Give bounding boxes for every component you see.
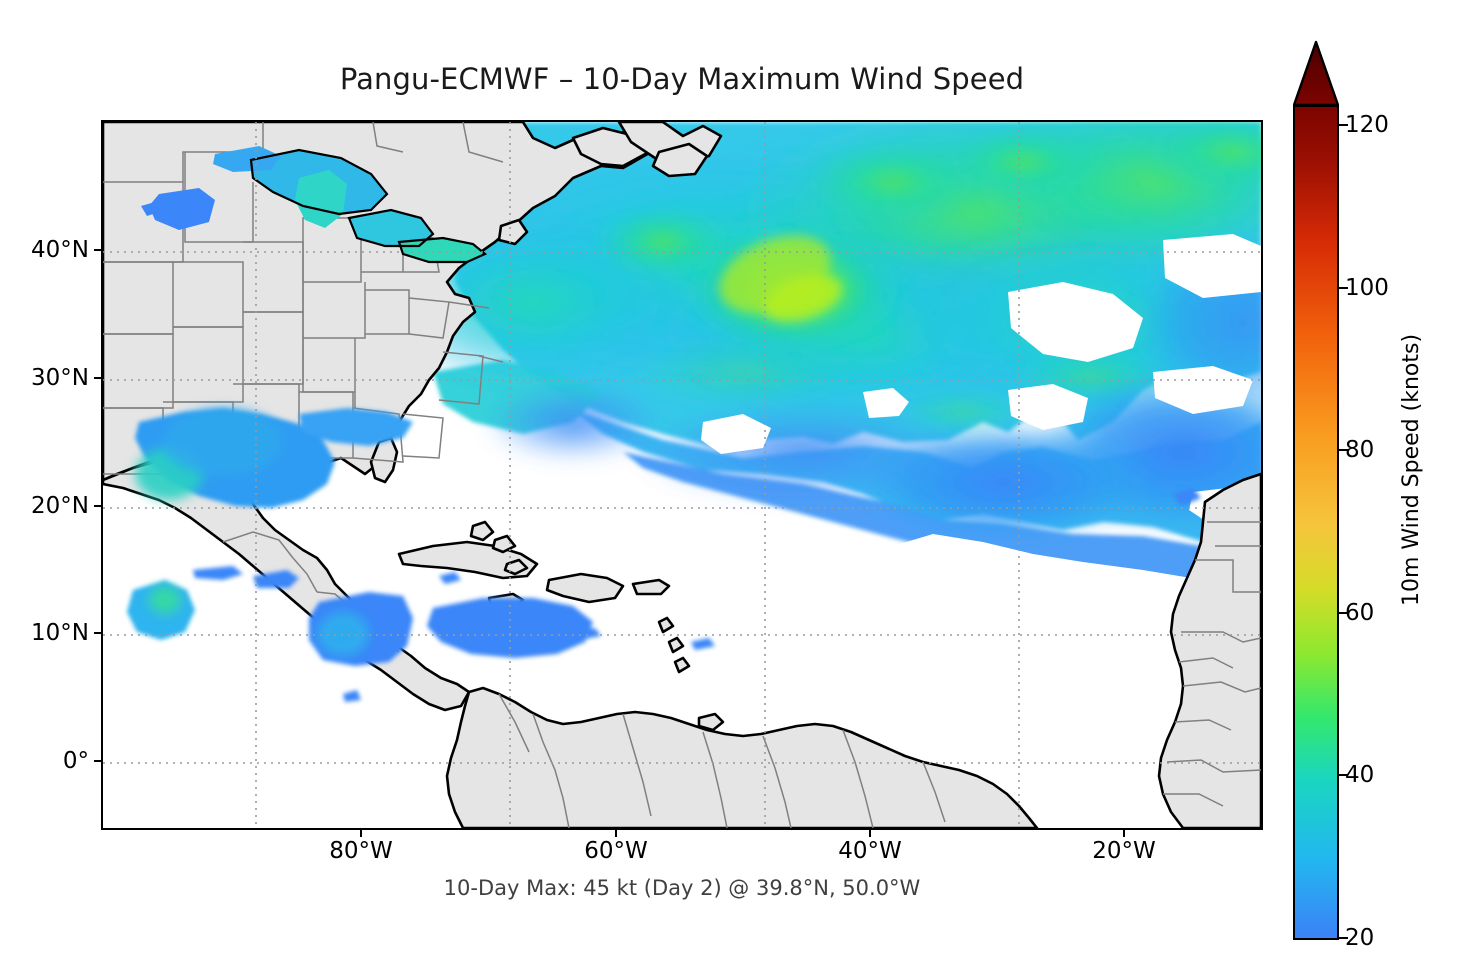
gridlines (103, 122, 1261, 828)
colorbar[interactable]: 120 100 80 60 40 20 (1293, 20, 1389, 951)
xtick-mark-20w (1123, 830, 1125, 837)
ytick-label-10n: 10°N (31, 620, 89, 646)
ytick-mark-10n (94, 632, 101, 634)
cbtick-label-20: 20 (1345, 925, 1375, 951)
xtick-label-20w: 20°W (1092, 838, 1156, 864)
ytick-label-0: 0° (62, 748, 89, 774)
cbtick-label-120: 120 (1345, 112, 1389, 138)
cbtick-mark-80 (1339, 449, 1348, 451)
cbtick-mark-40 (1339, 774, 1348, 776)
colorbar-extend-max-arrow (1293, 40, 1339, 107)
map-clip (103, 122, 1261, 828)
cbtick-label-80: 80 (1345, 437, 1375, 463)
inland-wind-patches (141, 188, 215, 230)
cbtick-label-40: 40 (1345, 762, 1375, 788)
map-axes[interactable] (101, 120, 1263, 830)
cbtick-mark-100 (1339, 287, 1348, 289)
xtick-mark-80w (360, 830, 362, 837)
xtick-label-80w: 80°W (329, 838, 393, 864)
ytick-label-20n: 20°N (31, 493, 89, 519)
ytick-mark-30n (94, 377, 101, 379)
cbtick-label-60: 60 (1345, 600, 1375, 626)
cbtick-mark-60 (1339, 612, 1348, 614)
max-wind-core (683, 228, 903, 352)
colorbar-gradient (1293, 105, 1339, 940)
ytick-mark-40n (94, 249, 101, 251)
colorbar-axis-label: 10m Wind Speed (knots) (1399, 333, 1424, 607)
xtick-label-40w: 40°W (838, 838, 902, 864)
map-plot (103, 122, 1261, 828)
chart-subtitle: 10-Day Max: 45 kt (Day 2) @ 39.8°N, 50.0… (443, 876, 921, 900)
cbtick-mark-120 (1339, 124, 1348, 126)
chart-title: Pangu-ECMWF – 10-Day Maximum Wind Speed (339, 62, 1025, 96)
xtick-mark-40w (869, 830, 871, 837)
regional-wind-patches (127, 408, 1201, 702)
cbtick-label-100: 100 (1345, 275, 1389, 301)
below-threshold-mask (103, 234, 1261, 828)
xtick-mark-60w (615, 830, 617, 837)
ytick-mark-0 (94, 760, 101, 762)
xtick-label-60w: 60°W (584, 838, 648, 864)
cbtick-mark-20 (1339, 937, 1348, 939)
ytick-label-30n: 30°N (31, 365, 89, 391)
great-lakes (213, 146, 488, 264)
ytick-mark-20n (94, 505, 101, 507)
ytick-label-40n: 40°N (31, 237, 89, 263)
